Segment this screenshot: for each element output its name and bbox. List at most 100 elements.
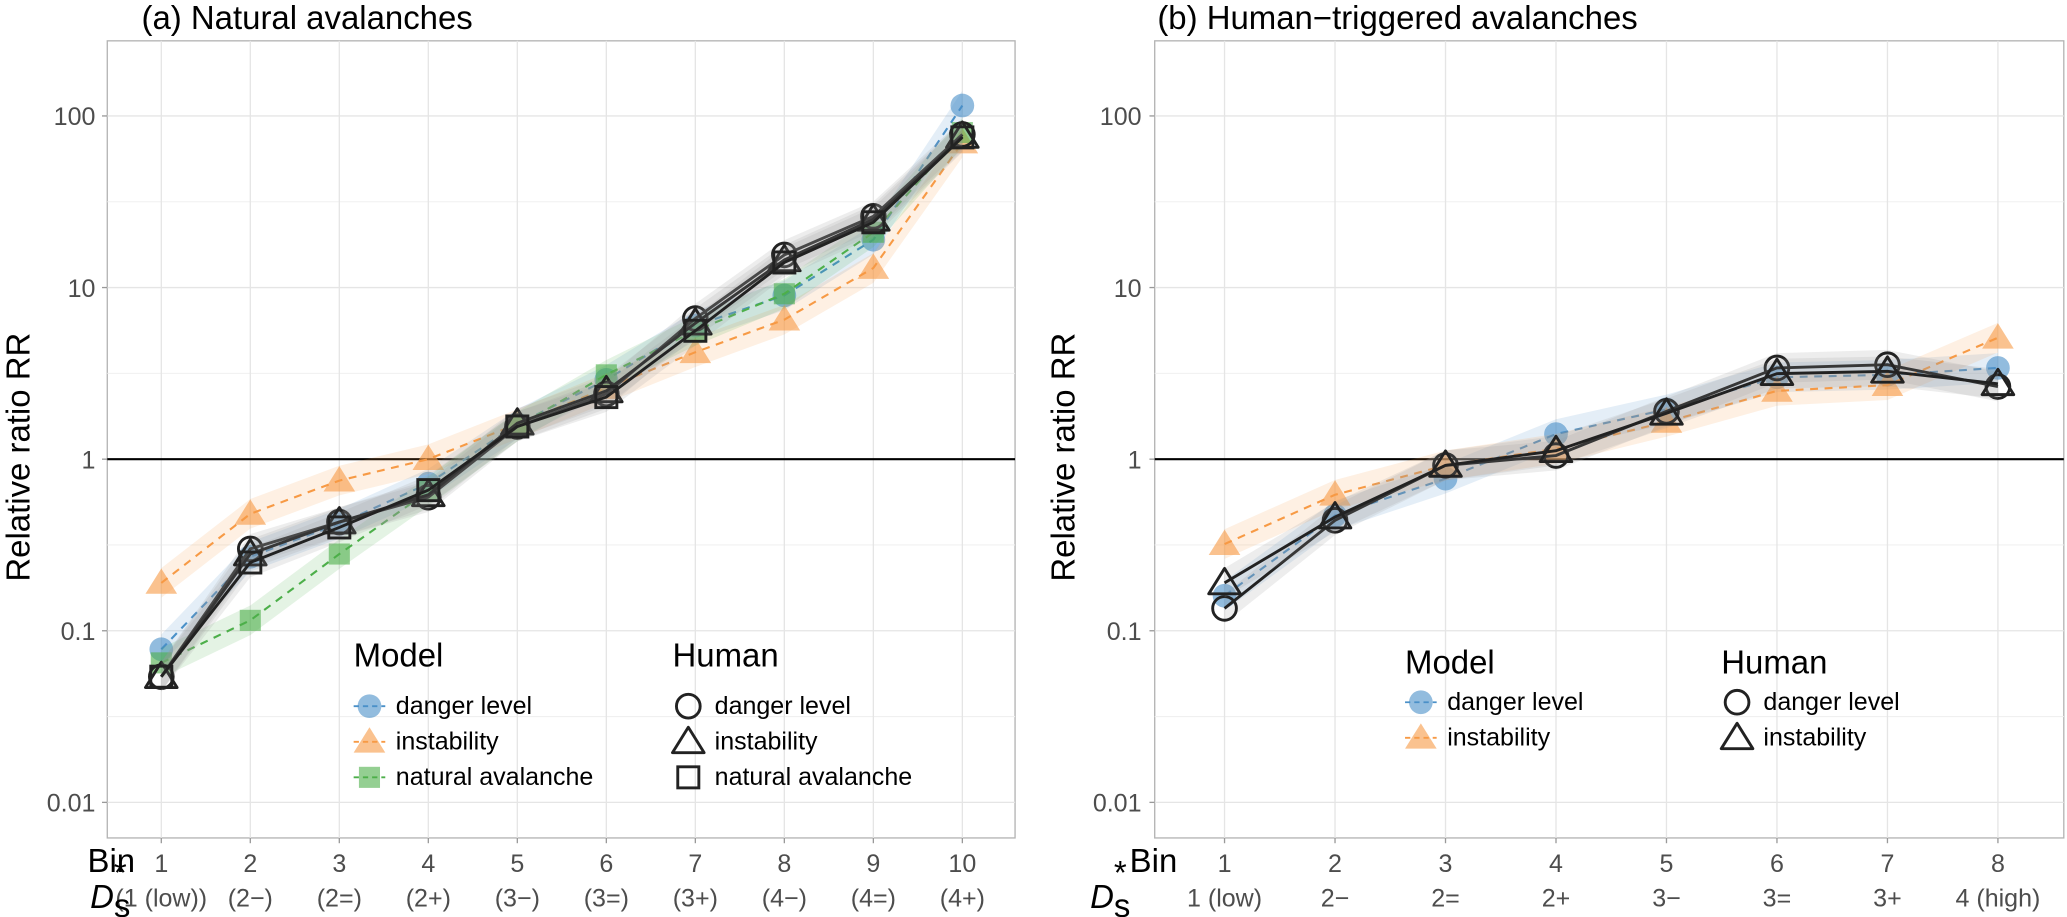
legend-item: danger level — [675, 692, 851, 720]
x-tick-label-ds: 2− — [1321, 884, 1350, 912]
x-tick-label-ds: (2−) — [228, 884, 273, 912]
legend-label: instability — [715, 728, 818, 756]
data-point-triangle — [1319, 480, 1351, 506]
legend-key-icon-square — [358, 766, 381, 788]
data-point-circle — [950, 93, 975, 118]
x-tick-label-bin: 5 — [1660, 850, 1674, 878]
plot-area: 0.01 0.1 1 10 100 1 1 (low) 2 2− 3 2= 4 2+ 5 3− 6 3= 7 3+ 8… — [1093, 40, 2065, 912]
x-tick-label-bin: 8 — [777, 850, 791, 878]
data-point-square — [416, 478, 441, 503]
data-point-square — [239, 609, 261, 631]
panel-human-triggered-avalanches: (b) Human−triggered avalanches Relative … — [1044, 0, 2065, 917]
y-tick-label: 0.1 — [61, 618, 96, 646]
x-tick-label-ds: (4=) — [851, 884, 896, 912]
x-tick-label-bin: 4 — [1549, 850, 1563, 878]
data-point-triangle — [1761, 376, 1793, 402]
svg-text:s: s — [114, 887, 130, 917]
legend-key-icon-circle — [357, 694, 382, 719]
svg-text:D: D — [1090, 878, 1114, 915]
x-tick-label-ds: (4+) — [940, 884, 985, 912]
legend-item: instability — [1719, 721, 1867, 752]
x-tick-label-ds: (3−) — [495, 884, 540, 912]
y-tick-label: 0.01 — [1093, 790, 1142, 818]
x-axis-bin-title: Bin — [1130, 842, 1178, 879]
data-point-circle — [1211, 595, 1238, 622]
legend-label: danger level — [396, 692, 532, 720]
x-tick-label-ds: (2+) — [406, 884, 451, 912]
data-point-triangle — [323, 466, 356, 492]
series-human-natural-avalanche — [149, 122, 975, 692]
x-tick-label-bin: 5 — [510, 850, 524, 878]
confidence-band — [161, 90, 963, 665]
series-line — [160, 136, 964, 678]
data-point-triangle — [679, 337, 712, 364]
data-point-square — [149, 664, 174, 689]
legend-key-icon-triangle — [353, 727, 386, 753]
y-tick-label: 1 — [1128, 446, 1142, 474]
series-human-instability — [144, 120, 980, 692]
data-point-circle — [1763, 354, 1791, 382]
data-point-square — [683, 318, 708, 343]
data-point-triangle — [234, 499, 267, 525]
legend-key-icon-circle — [675, 692, 702, 720]
y-tick-label: 0.01 — [47, 790, 96, 818]
confidence-band — [161, 127, 963, 598]
x-tick-label-ds: (4−) — [762, 884, 807, 912]
x-tick-label-bin: 2 — [1328, 850, 1342, 878]
y-tick-label: 0.1 — [1107, 618, 1142, 646]
data-point-triangle — [1980, 367, 2016, 397]
y-tick-label: 100 — [54, 103, 96, 131]
data-point-triangle — [1428, 449, 1463, 478]
panel-title: (b) Human−triggered avalanches — [1157, 0, 1637, 36]
x-tick-label-bin: 3 — [1439, 850, 1453, 878]
series-model-instability — [1208, 322, 2014, 559]
x-tick-label-ds: 1 (low) — [1187, 884, 1262, 912]
svg-text:*: * — [1114, 854, 1127, 891]
legend-item: natural avalanche — [353, 763, 593, 791]
legend-key-icon-triangle — [1405, 723, 1437, 749]
data-point-square — [950, 125, 975, 150]
svg-text:s: s — [1114, 887, 1130, 917]
legend-key-icon-triangle — [671, 725, 706, 755]
legend-item: natural avalanche — [676, 763, 913, 791]
data-point-triangle — [1870, 355, 1905, 384]
y-axis-label: Relative ratio RR — [0, 333, 37, 582]
x-tick-label-ds: (3+) — [673, 884, 718, 912]
x-tick-label-bin: 8 — [1991, 850, 2005, 878]
series-line — [160, 135, 964, 678]
x-tick-label-ds: (1 (low)) — [115, 884, 207, 912]
x-tick-label-bin: 4 — [421, 850, 435, 878]
legend-item: instability — [1405, 723, 1551, 752]
confidence-band — [1224, 356, 1998, 598]
data-point-triangle — [1207, 566, 1242, 596]
legend-label: natural avalanche — [715, 763, 913, 791]
plot-border — [1154, 40, 2065, 839]
x-tick-label-bin: 3 — [332, 850, 346, 878]
x-tick-label-bin: 10 — [948, 850, 976, 878]
confidence-band — [161, 122, 963, 692]
legend-key-icon-triangle — [1719, 721, 1755, 751]
legend-key-icon-circle — [1723, 688, 1751, 716]
data-point-triangle — [768, 305, 801, 331]
x-tick-label-bin: 1 — [1218, 850, 1232, 878]
data-point-triangle — [856, 203, 891, 232]
data-point-square — [505, 414, 530, 439]
confidence-band — [1224, 353, 1998, 611]
svg-text:*: * — [114, 854, 127, 891]
data-point-square — [238, 550, 263, 575]
data-point-triangle — [1759, 357, 1795, 386]
plot-border — [106, 40, 1016, 839]
data-point-triangle — [857, 253, 890, 279]
data-point-circle — [1874, 351, 1901, 379]
series-line — [160, 141, 964, 584]
legend-title: Human — [672, 637, 778, 674]
legend-label: danger level — [1763, 688, 1899, 716]
data-point-triangle — [1649, 397, 1684, 426]
data-point-triangle — [589, 374, 624, 404]
legend-title: Model — [1405, 643, 1495, 680]
legend-label: instability — [1763, 724, 1866, 752]
legend: Model danger level instability natural aval… — [353, 637, 913, 791]
legend: Model danger level instability Human danger … — [1405, 643, 1900, 752]
x-tick-label-bin: 6 — [1770, 850, 1784, 878]
series-line — [160, 104, 964, 651]
